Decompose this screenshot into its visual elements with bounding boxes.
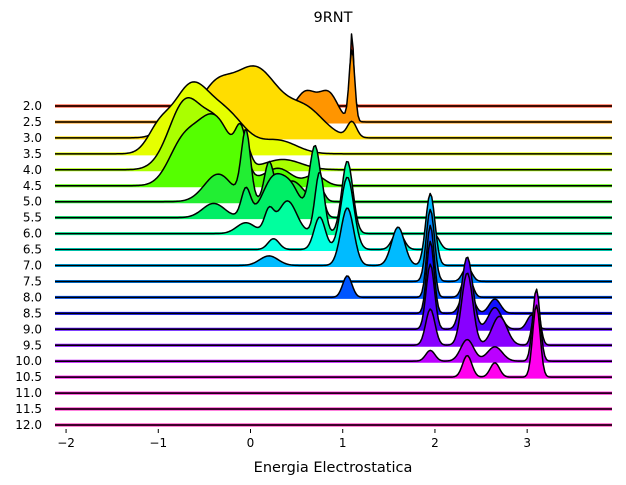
ridge-outline bbox=[55, 304, 612, 378]
y-tick-label: 3.5 bbox=[23, 147, 42, 161]
y-tick-label: 5.5 bbox=[23, 211, 42, 225]
ridge-row bbox=[55, 240, 612, 315]
y-tick-label: 2.5 bbox=[23, 115, 42, 129]
y-tick-label: 3.0 bbox=[23, 131, 42, 145]
ridge-outline bbox=[55, 272, 612, 346]
ridge-row bbox=[55, 33, 612, 108]
x-tick-label: −1 bbox=[149, 436, 167, 450]
ridge-area bbox=[55, 273, 612, 346]
ridge-row bbox=[55, 208, 612, 283]
y-tick-label: 9.0 bbox=[23, 322, 42, 336]
ridge-outline bbox=[55, 256, 612, 331]
y-tick-label: 11.5 bbox=[15, 402, 42, 416]
y-tick-label: 10.0 bbox=[15, 354, 42, 368]
ridge-outline bbox=[55, 49, 612, 123]
ridge-outline bbox=[55, 224, 612, 299]
ridge-outline bbox=[55, 33, 612, 107]
x-axis: −2 −1 0 1 2 3 bbox=[57, 429, 531, 450]
y-tick-label: 4.5 bbox=[23, 179, 42, 193]
ridge-row bbox=[55, 304, 612, 379]
y-tick-label: 7.0 bbox=[23, 259, 42, 273]
x-tick-label: 2 bbox=[431, 436, 439, 450]
ridge-outline bbox=[55, 144, 612, 219]
y-tick-label: 5.0 bbox=[23, 195, 42, 209]
ridge-area bbox=[55, 34, 612, 106]
y-tick-label: 6.5 bbox=[23, 243, 42, 257]
ridge-outline bbox=[55, 240, 612, 315]
ridge-area bbox=[55, 145, 612, 218]
y-tick-label: 12.0 bbox=[15, 418, 42, 432]
ridge-row bbox=[55, 192, 612, 267]
ridge-outline bbox=[55, 128, 612, 203]
ridge-row bbox=[55, 224, 612, 299]
y-tick-label: 11.0 bbox=[15, 386, 42, 400]
x-tick-label: 3 bbox=[523, 436, 531, 450]
ridge-row bbox=[55, 113, 612, 188]
x-tick-label: 1 bbox=[339, 436, 347, 450]
ridge-row bbox=[55, 160, 612, 236]
ridge-area bbox=[55, 49, 612, 122]
y-tick-label: 10.5 bbox=[15, 370, 42, 384]
ridge-row bbox=[55, 272, 612, 347]
ridge-row bbox=[55, 49, 612, 124]
ridge-row bbox=[55, 288, 612, 363]
ridge-outline bbox=[55, 208, 612, 283]
x-tick-label: 0 bbox=[247, 436, 255, 450]
ridge-outline bbox=[55, 113, 612, 187]
ridge-outline bbox=[55, 288, 612, 362]
y-tick-labels: 2.0 2.5 3.0 3.5 4.0 4.5 5.0 5.5 6.0 6.5 7.07.5 8.0 8… bbox=[15, 99, 42, 432]
ridge-outline bbox=[55, 97, 612, 171]
y-tick-label: 8.5 bbox=[23, 306, 42, 320]
ridge-layers bbox=[55, 33, 612, 427]
ridge-row bbox=[55, 128, 612, 204]
ridge-area bbox=[55, 161, 612, 234]
ridge-row bbox=[55, 144, 612, 220]
y-tick-label: 4.0 bbox=[23, 163, 42, 177]
ridge-outline bbox=[55, 176, 612, 251]
chart-title: 9RNT bbox=[313, 10, 352, 26]
y-tick-label: 9.5 bbox=[23, 338, 42, 352]
x-axis-label: Energia Electrostatica bbox=[254, 460, 413, 476]
ridge-row bbox=[55, 176, 612, 252]
y-tick-label: 2.0 bbox=[23, 99, 42, 113]
x-tick-label: −2 bbox=[57, 436, 75, 450]
ridge-outline bbox=[55, 81, 612, 155]
y-tick-label: 8.0 bbox=[23, 290, 42, 304]
ridge-outline bbox=[55, 160, 612, 235]
ridge-area bbox=[55, 241, 612, 314]
ridge-row bbox=[55, 256, 612, 331]
y-tick-label: 6.0 bbox=[23, 227, 42, 241]
ridge-area bbox=[55, 177, 612, 250]
y-tick-label: 7.5 bbox=[23, 274, 42, 288]
ridge-outline bbox=[55, 192, 612, 267]
ridge-area bbox=[55, 129, 612, 202]
ridge-area bbox=[55, 113, 612, 186]
